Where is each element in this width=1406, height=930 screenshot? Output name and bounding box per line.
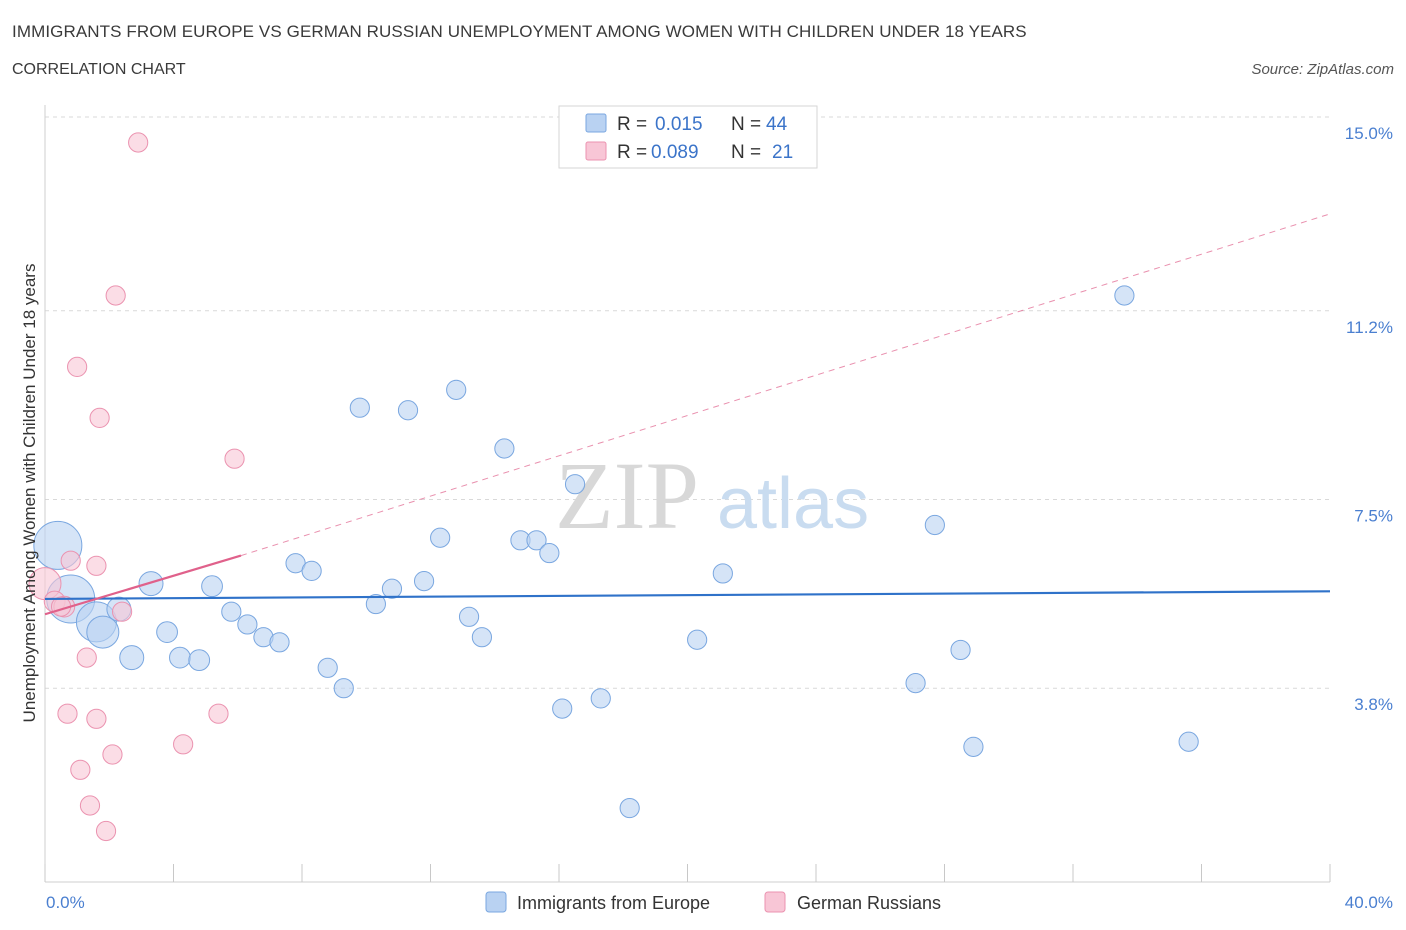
scatter-point-immigrants-europe xyxy=(494,438,515,459)
scatter-point-german-russians xyxy=(208,703,229,724)
scatter-point-german-russians xyxy=(112,601,133,622)
legend-r-label: R = xyxy=(617,142,647,163)
scatter-point-immigrants-europe xyxy=(1178,731,1199,752)
scatter-point-german-russians xyxy=(102,744,123,765)
chart-title: IMMIGRANTS FROM EUROPE VS GERMAN RUSSIAN… xyxy=(12,22,1027,41)
series-legend-swatch-pink xyxy=(764,891,786,913)
legend-n-label: N = xyxy=(731,114,761,135)
legend-n-label: N = xyxy=(731,142,761,163)
series-legend-label: German Russians xyxy=(797,893,941,913)
trend-layer xyxy=(240,213,1331,557)
scatter-point-immigrants-europe xyxy=(905,673,926,694)
scatter-point-immigrants-europe xyxy=(687,629,708,650)
scatter-point-immigrants-europe xyxy=(221,601,242,622)
y-tick-labels: 3.8% 7.5% 11.2% 15.0% xyxy=(1345,124,1393,714)
scatter-point-immigrants-europe xyxy=(237,614,258,635)
scatter-point-german-russians xyxy=(67,356,88,377)
scatter-point-immigrants-europe xyxy=(458,606,480,627)
scatter-point-immigrants-europe xyxy=(552,698,573,719)
scatter-point-immigrants-europe xyxy=(430,527,451,548)
scatter-point-german-russians xyxy=(76,647,97,668)
scatter-point-german-russians xyxy=(89,407,110,428)
scatter-point-german-russians xyxy=(60,550,81,571)
trend-line-extension xyxy=(240,213,1331,557)
scatter-point-immigrants-europe xyxy=(333,678,354,699)
scatter-point-immigrants-europe xyxy=(381,578,403,599)
y-axis-label: Unemployment Among Women with Children U… xyxy=(20,264,39,723)
scatter-point-immigrants-europe xyxy=(156,621,178,643)
legend-r-value: 0.089 xyxy=(651,142,699,163)
x-tick-label: 40.0% xyxy=(1345,893,1393,912)
scatter-point-immigrants-europe xyxy=(86,615,120,649)
series-legend-label: Immigrants from Europe xyxy=(517,893,710,913)
y-tick-label: 15.0% xyxy=(1345,124,1393,143)
scatter-point-german-russians xyxy=(86,708,107,729)
scatter-point-immigrants-europe xyxy=(471,627,492,648)
scatter-point-immigrants-europe xyxy=(397,400,419,421)
series-legend-swatch-blue xyxy=(485,891,507,913)
stats-legend: R = 0.015 N = 44 R = 0.089 N = 21 xyxy=(558,105,818,169)
y-tick-label: 3.8% xyxy=(1354,695,1393,714)
scatter-point-immigrants-europe xyxy=(712,563,733,584)
scatter-point-german-russians xyxy=(224,448,245,469)
watermark: ZIP atlas xyxy=(555,442,869,549)
scatter-point-immigrants-europe xyxy=(526,530,547,551)
scatter-point-immigrants-europe xyxy=(269,632,290,653)
scatter-point-german-russians xyxy=(128,132,149,153)
x-tick-labels: 0.0% 40.0% xyxy=(46,893,1393,912)
legend-n-value: 21 xyxy=(772,142,793,163)
scatter-point-immigrants-europe xyxy=(201,575,223,598)
scatter-point-german-russians xyxy=(57,703,78,724)
trend-line-german-russians xyxy=(44,554,242,616)
source-credit: Source: ZipAtlas.com xyxy=(1251,61,1394,78)
x-tick-label: 0.0% xyxy=(46,893,85,912)
axes-layer xyxy=(44,105,1331,883)
scatter-point-immigrants-europe xyxy=(365,593,386,615)
legend-swatch-pink xyxy=(585,141,607,161)
scatter-point-immigrants-europe xyxy=(924,514,945,536)
grid-layer xyxy=(45,116,1330,689)
chart-subtitle: CORRELATION CHART xyxy=(12,61,186,78)
scatter-point-immigrants-europe xyxy=(301,560,322,582)
scatter-point-immigrants-europe xyxy=(169,646,191,669)
scatter-point-german-russians xyxy=(105,285,126,306)
scatter-point-immigrants-europe xyxy=(539,542,560,564)
scatter-point-immigrants-europe xyxy=(619,797,640,819)
scatter-point-german-russians xyxy=(95,820,117,842)
scatter-point-immigrants-europe xyxy=(963,736,984,757)
legend-swatch-blue xyxy=(585,113,607,133)
scatter-point-german-russians xyxy=(173,734,194,755)
scatter-point-immigrants-europe xyxy=(413,571,435,592)
legend-n-value: 44 xyxy=(766,114,788,135)
scatter-point-immigrants-europe xyxy=(950,639,971,661)
scatter-point-immigrants-europe xyxy=(1114,285,1135,306)
y-tick-label: 11.2% xyxy=(1346,318,1393,337)
scatter-point-immigrants-europe xyxy=(119,645,145,671)
y-tick-label: 7.5% xyxy=(1354,507,1393,526)
scatter-point-german-russians xyxy=(86,555,107,576)
scatter-point-immigrants-europe xyxy=(188,649,211,672)
scatter-point-immigrants-europe xyxy=(446,379,467,400)
scatter-point-german-russians xyxy=(70,759,91,780)
scatter-point-immigrants-europe xyxy=(349,397,370,418)
legend-r-label: R = xyxy=(617,114,647,135)
watermark-atlas: atlas xyxy=(717,464,869,544)
scatter-point-immigrants-europe xyxy=(317,657,338,678)
scatter-point-german-russians xyxy=(79,795,101,816)
series-legend: Immigrants from Europe German Russians xyxy=(485,891,941,913)
trend-line-immigrants-europe xyxy=(44,590,1331,601)
legend-r-value: 0.015 xyxy=(655,114,703,135)
scatter-point-immigrants-europe xyxy=(564,474,586,495)
scatter-point-immigrants-europe xyxy=(590,688,611,709)
watermark-zip: ZIP xyxy=(555,442,699,549)
points-layer xyxy=(28,132,1331,842)
